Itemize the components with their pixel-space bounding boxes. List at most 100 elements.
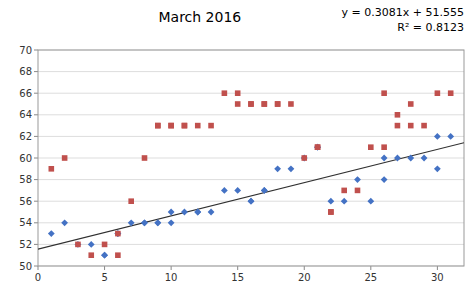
- diamond-point: [341, 198, 348, 205]
- diamond-point: [434, 165, 441, 172]
- diamond-point: [168, 219, 175, 226]
- square-point: [381, 144, 387, 150]
- square-point: [128, 198, 134, 204]
- y-tick-label: 50: [19, 261, 32, 272]
- square-point: [168, 123, 174, 129]
- square-point: [75, 242, 81, 248]
- diamond-point: [394, 155, 401, 162]
- x-tick-label: 0: [35, 272, 41, 283]
- y-tick-label: 62: [19, 131, 32, 142]
- square-point: [315, 144, 321, 150]
- square-point: [328, 209, 334, 215]
- diamond-point: [381, 155, 388, 162]
- square-point: [248, 101, 254, 107]
- square-point: [288, 101, 294, 107]
- diamond-point: [447, 133, 454, 140]
- diamond-point: [221, 187, 228, 194]
- diamond-point: [421, 155, 428, 162]
- square-point: [235, 90, 241, 96]
- square-point: [142, 155, 148, 161]
- square-point: [62, 155, 68, 161]
- square-point: [275, 101, 281, 107]
- diamond-point: [128, 219, 135, 226]
- diamond-point: [154, 219, 161, 226]
- x-tick: [104, 266, 105, 270]
- diamond-point: [61, 219, 68, 226]
- square-point: [168, 123, 174, 129]
- diamond-point: [168, 209, 175, 216]
- diamond-point: [101, 252, 108, 259]
- square-point: [222, 90, 228, 96]
- y-tick-label: 52: [19, 239, 32, 250]
- square-point: [328, 209, 334, 215]
- x-tick: [237, 266, 238, 270]
- y-tick-label: 56: [19, 196, 32, 207]
- square-point: [275, 101, 281, 107]
- x-tick: [304, 266, 305, 270]
- square-point: [421, 123, 427, 129]
- y-tick: [34, 201, 38, 202]
- square-point: [368, 144, 374, 150]
- diamond-point: [261, 187, 268, 194]
- diamond-point: [261, 187, 268, 194]
- square-point: [408, 123, 414, 129]
- x-tick-label: 10: [165, 272, 178, 283]
- diamond-point: [434, 133, 441, 140]
- square-point: [195, 123, 201, 129]
- y-tick: [34, 93, 38, 94]
- diamond-point: [354, 176, 361, 183]
- square-point: [262, 101, 268, 107]
- diamond-point: [48, 230, 55, 237]
- title: March 2016: [158, 9, 241, 25]
- y-tick: [34, 71, 38, 72]
- square-point: [301, 155, 307, 161]
- square-point: [115, 231, 121, 237]
- y-tick-label: 66: [19, 88, 32, 99]
- square-point: [155, 123, 161, 129]
- diamond-point: [194, 209, 201, 216]
- y-tick: [34, 244, 38, 245]
- y-tick: [34, 158, 38, 159]
- y-tick-label: 70: [19, 45, 32, 56]
- grid-line: [38, 222, 464, 223]
- square-point: [408, 101, 414, 107]
- x-tick-label: 20: [298, 272, 311, 283]
- y-tick: [34, 50, 38, 51]
- x-tick: [370, 266, 371, 270]
- square-point: [182, 123, 188, 129]
- diamond-point: [327, 198, 334, 205]
- diamond-point: [248, 198, 255, 205]
- square-point: [88, 252, 94, 258]
- y-tick-label: 64: [19, 109, 32, 120]
- y-tick: [34, 114, 38, 115]
- square-point: [262, 101, 268, 107]
- y-tick: [34, 222, 38, 223]
- diamond-point: [234, 187, 241, 194]
- diamond-point: [75, 241, 82, 248]
- grid-line: [38, 136, 464, 137]
- diamond-point: [154, 219, 161, 226]
- diamond-point: [181, 209, 188, 216]
- diamond-point: [114, 230, 121, 237]
- square-point: [395, 112, 401, 118]
- x-tick: [171, 266, 172, 270]
- diamond-point: [101, 252, 108, 259]
- diamond-point: [367, 198, 374, 205]
- diamond-point: [314, 144, 321, 151]
- square-point: [115, 252, 121, 258]
- diamond-point: [381, 176, 388, 183]
- diamond-point: [288, 165, 295, 172]
- x-tick: [38, 266, 39, 270]
- grid-line: [38, 93, 464, 94]
- diamond-point: [407, 155, 414, 162]
- x-tick-label: 5: [101, 272, 107, 283]
- diamond-point: [208, 209, 215, 216]
- square-point: [341, 188, 347, 194]
- grid-line: [38, 71, 464, 72]
- square-point: [435, 90, 441, 96]
- square-point: [395, 123, 401, 129]
- square-point: [155, 123, 161, 129]
- diamond-point: [248, 198, 255, 205]
- diamond-point: [141, 219, 148, 226]
- square-point: [208, 123, 214, 129]
